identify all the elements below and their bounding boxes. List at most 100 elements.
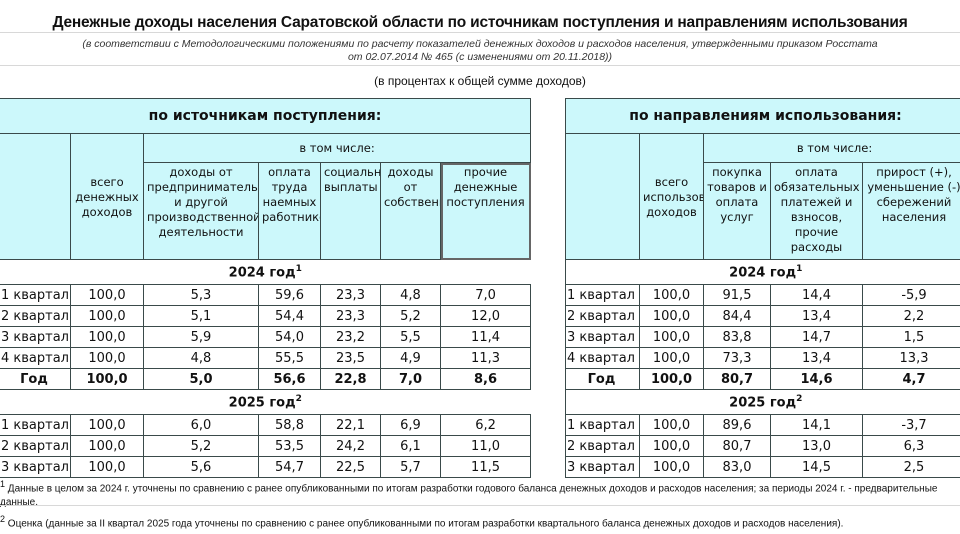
- value-cell: 54,4: [258, 305, 321, 327]
- right-heading: по направлениям использования:: [564, 98, 960, 134]
- value-cell: 5,2: [380, 305, 441, 327]
- value-cell: 6,0: [143, 414, 259, 436]
- value-cell: 13,0: [770, 435, 863, 457]
- value-cell: 6,3: [861, 435, 960, 457]
- value-cell: 100,0: [639, 435, 704, 457]
- period-label: 1 квартал: [565, 284, 640, 306]
- value-cell: 100,0: [639, 326, 704, 348]
- table-row: 1 квартал 100,0 6,0 58,8 22,1 6,9 6,2: [0, 414, 532, 436]
- value-cell: 2,5: [861, 456, 960, 478]
- value-cell: 5,0: [143, 368, 259, 390]
- value-cell: 11,4: [439, 326, 532, 348]
- left-heading: по источникам поступления:: [0, 98, 532, 134]
- period-label: 2 квартал: [0, 435, 71, 457]
- value-cell: 54,0: [258, 326, 321, 348]
- value-cell: 56,6: [258, 368, 321, 390]
- footnote-2: 2 Оценка (данные за II квартал 2025 года…: [0, 514, 844, 530]
- value-cell: 54,7: [258, 456, 321, 478]
- value-cell: 83,0: [703, 456, 771, 478]
- income-usage-table: по направлениям использования: всего исп…: [564, 98, 960, 478]
- value-cell: 100,0: [70, 435, 144, 457]
- value-cell: 100,0: [639, 305, 704, 327]
- value-cell: 11,3: [439, 347, 532, 369]
- value-cell: 13,4: [770, 347, 863, 369]
- value-cell: 11,5: [439, 456, 532, 478]
- value-cell: 80,7: [703, 435, 771, 457]
- col-header: доходы от собственности: [380, 162, 441, 260]
- value-cell: 5,9: [143, 326, 259, 348]
- incl-header: в том числе:: [702, 133, 960, 163]
- value-cell: 55,5: [258, 347, 321, 369]
- period-label: Год: [0, 368, 71, 390]
- table-row: 3 квартал 100,0 83,8 14,7 1,5: [565, 326, 960, 348]
- value-cell: 23,3: [320, 305, 381, 327]
- value-cell: 100,0: [70, 414, 144, 436]
- value-cell: 100,0: [70, 284, 144, 306]
- value-cell: 4,8: [143, 347, 259, 369]
- year-label: 2024 год1: [564, 259, 960, 285]
- year-label: 2024 год1: [0, 259, 531, 285]
- period-label: 2 квартал: [565, 435, 640, 457]
- period-label: 3 квартал: [565, 326, 640, 348]
- table-row: 2 квартал 100,0 84,4 13,4 2,2: [565, 305, 960, 327]
- income-sources-table: по источникам поступления: всего денежны…: [0, 98, 532, 478]
- table-row: 2 квартал 100,0 5,1 54,4 23,3 5,2 12,0: [0, 305, 532, 327]
- value-cell: 8,6: [439, 368, 532, 390]
- value-cell: 5,6: [143, 456, 259, 478]
- value-cell: 2,2: [861, 305, 960, 327]
- subtitle-line-1: (в соответствии с Методологическими поло…: [82, 38, 878, 50]
- col-header-selected-cell[interactable]: прочие денежные поступления: [439, 162, 532, 260]
- value-cell: -5,9: [861, 284, 960, 306]
- value-cell: 14,5: [770, 456, 863, 478]
- value-cell: 23,2: [320, 326, 381, 348]
- value-cell: 12,0: [439, 305, 532, 327]
- value-cell: 5,3: [143, 284, 259, 306]
- value-cell: 22,8: [320, 368, 381, 390]
- period-label: 3 квартал: [565, 456, 640, 478]
- period-label: 3 квартал: [0, 456, 71, 478]
- period-label: 1 квартал: [0, 414, 71, 436]
- total-row: Год 100,0 80,7 14,6 4,7: [565, 368, 960, 390]
- period-label: 4 квартал: [565, 347, 640, 369]
- col-header: оплата обязательных платежей и взносов, …: [770, 162, 863, 260]
- value-cell: 6,1: [380, 435, 441, 457]
- col-header: прирост (+), уменьшение (-) сбережений н…: [861, 162, 960, 260]
- total-used-header: всего использовано доходов: [639, 133, 704, 260]
- value-cell: 84,4: [703, 305, 771, 327]
- value-cell: 13,3: [861, 347, 960, 369]
- table-row: 3 квартал 100,0 83,0 14,5 2,5: [565, 456, 960, 478]
- value-cell: 100,0: [639, 414, 704, 436]
- incl-header: в том числе:: [142, 133, 532, 163]
- value-cell: 53,5: [258, 435, 321, 457]
- period-label: 1 квартал: [0, 284, 71, 306]
- value-cell: 100,0: [639, 368, 704, 390]
- value-cell: 11,0: [439, 435, 532, 457]
- value-cell: -3,7: [861, 414, 960, 436]
- table-row: 1 квартал 100,0 5,3 59,6 23,3 4,8 7,0: [0, 284, 532, 306]
- value-cell: 89,6: [703, 414, 771, 436]
- value-cell: 100,0: [639, 284, 704, 306]
- value-cell: 100,0: [70, 456, 144, 478]
- col-header: доходы от предпринимательской и другой п…: [143, 162, 259, 260]
- value-cell: 6,9: [380, 414, 441, 436]
- value-cell: 5,7: [380, 456, 441, 478]
- year-label: 2025 год2: [0, 389, 531, 415]
- period-label: 1 квартал: [565, 414, 640, 436]
- total-row: Год 100,0 5,0 56,6 22,8 7,0 8,6: [0, 368, 532, 390]
- table-row: 4 квартал 100,0 4,8 55,5 23,5 4,9 11,3: [0, 347, 532, 369]
- value-cell: 7,0: [439, 284, 532, 306]
- year-row: 2025 год2: [564, 389, 960, 415]
- value-cell: 100,0: [639, 456, 704, 478]
- table-row: 1 квартал 100,0 89,6 14,1 -3,7: [565, 414, 960, 436]
- units-note: (в процентах к общей сумме доходов): [374, 74, 586, 88]
- subtitle-line-2: от 02.07.2014 № 465 (с изменениями от 20…: [347, 51, 613, 63]
- value-cell: 100,0: [70, 347, 144, 369]
- value-cell: 73,3: [703, 347, 771, 369]
- value-cell: 100,0: [639, 347, 704, 369]
- value-cell: 58,8: [258, 414, 321, 436]
- value-cell: 4,8: [380, 284, 441, 306]
- value-cell: 14,6: [770, 368, 863, 390]
- value-cell: 22,5: [320, 456, 381, 478]
- col-header: оплата труда наемных работников: [258, 162, 321, 260]
- value-cell: 5,1: [143, 305, 259, 327]
